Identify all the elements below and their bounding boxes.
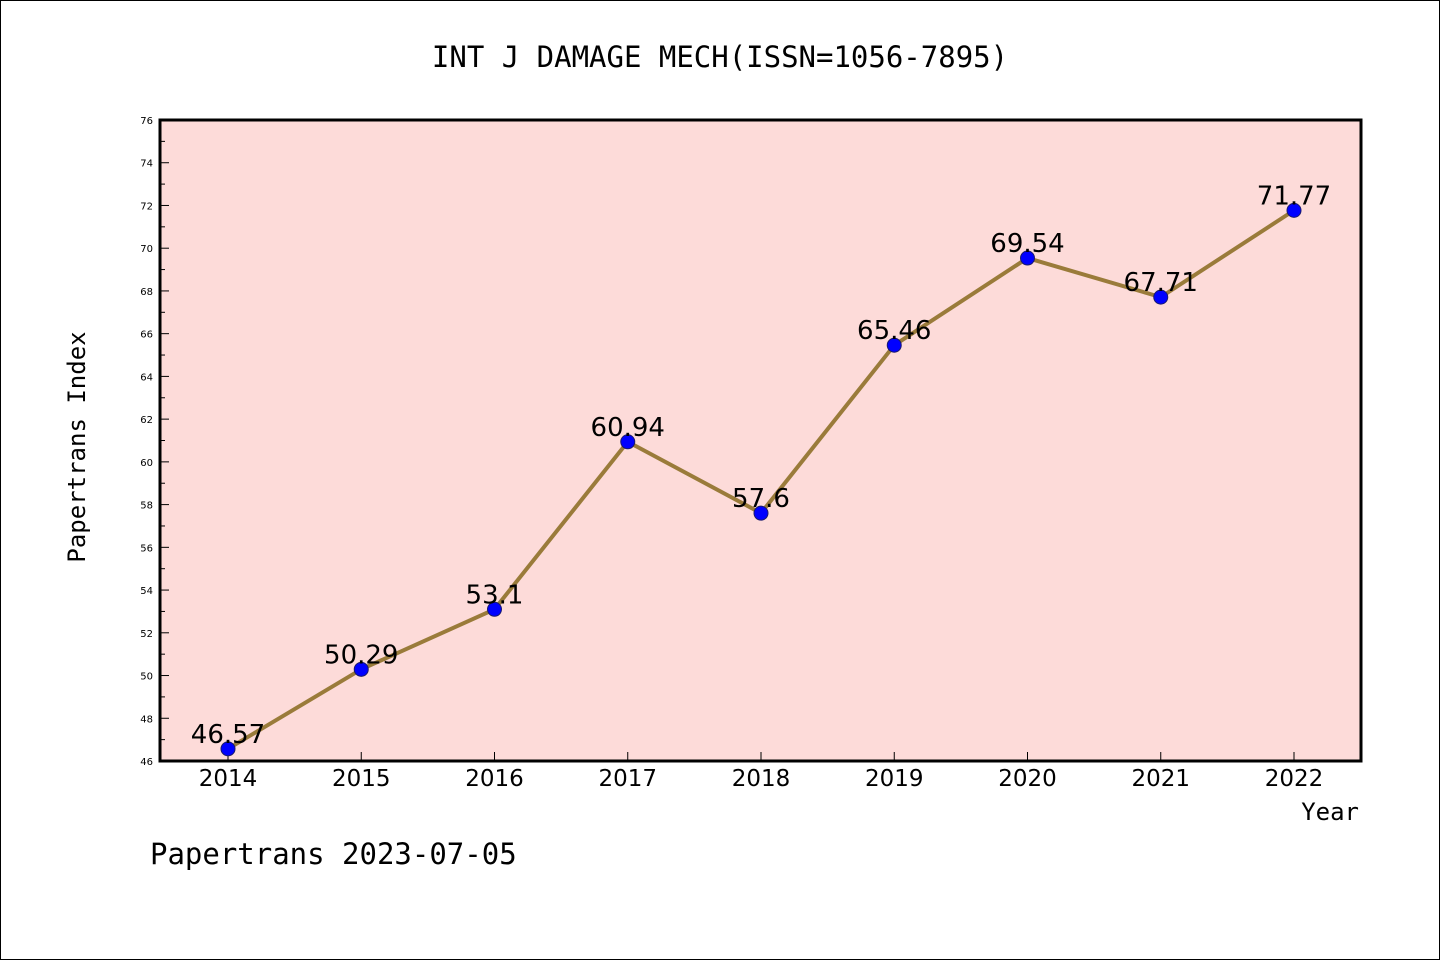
data-label: 69.54 (990, 229, 1064, 259)
y-tick-label: 58 (140, 501, 153, 512)
series-group: 46.57 50.29 53.1 60.94 57.6 65.46 69.54 67.71 71… (191, 181, 1331, 757)
data-label: 53.1 (466, 580, 524, 610)
y-tick-label: 54 (140, 586, 153, 597)
y-tick-label: 70 (140, 244, 153, 255)
y-tick-label: 68 (140, 287, 153, 298)
x-tick-label: 2019 (865, 766, 924, 792)
data-point (620, 434, 636, 450)
y-tick-label: 64 (140, 372, 153, 383)
y-tick-label: 48 (140, 714, 153, 725)
data-label: 67.71 (1124, 268, 1198, 298)
y-tick-label: 66 (140, 330, 153, 341)
data-label: 65.46 (857, 316, 931, 346)
data-point (220, 741, 236, 757)
data-label: 60.94 (591, 413, 665, 443)
x-tick-label: 2020 (998, 766, 1057, 792)
plot-area (158, 118, 1363, 763)
x-tick-label: 2018 (732, 766, 791, 792)
x-tick-label: 2015 (332, 766, 391, 792)
y-tick-label: 72 (140, 201, 153, 212)
y-tick-label: 62 (140, 415, 153, 426)
x-axis-label: Year (1301, 798, 1359, 826)
data-label: 71.77 (1257, 181, 1331, 211)
data-label: 46.57 (191, 720, 265, 750)
footer-watermark: Papertrans 2023-07-05 (150, 837, 517, 871)
y-axis: 46 48 50 52 54 56 58 60 62 64 66 68 70 72 74 76 (140, 116, 169, 768)
x-tick-label: 2022 (1265, 766, 1324, 792)
y-tick-label: 60 (140, 458, 153, 469)
y-tick-label: 74 (140, 159, 153, 170)
x-tick-label: 2016 (465, 766, 524, 792)
x-axis: 2014 2015 2016 2017 2018 2019 2020 2021 2022 (199, 752, 1324, 792)
data-point (1286, 202, 1302, 218)
chart-title: INT J DAMAGE MECH(ISSN=1056-7895) (432, 40, 1008, 74)
data-point (1153, 289, 1169, 305)
data-label: 57.6 (732, 484, 790, 514)
data-point (487, 601, 502, 617)
y-tick-label: 76 (140, 116, 153, 127)
x-tick-label: 2021 (1131, 766, 1190, 792)
data-point (753, 505, 769, 521)
data-point (353, 661, 369, 677)
y-tick-label: 52 (140, 629, 153, 640)
x-tick-label: 2017 (598, 766, 657, 792)
y-axis-label: Papertrans Index (63, 331, 91, 562)
data-point (1020, 250, 1035, 266)
y-tick-label: 50 (140, 672, 153, 683)
data-label: 50.29 (324, 640, 398, 670)
data-point (886, 337, 902, 353)
x-tick-label: 2014 (199, 766, 258, 792)
y-tick-label: 46 (140, 757, 153, 768)
y-tick-label: 56 (140, 543, 153, 554)
